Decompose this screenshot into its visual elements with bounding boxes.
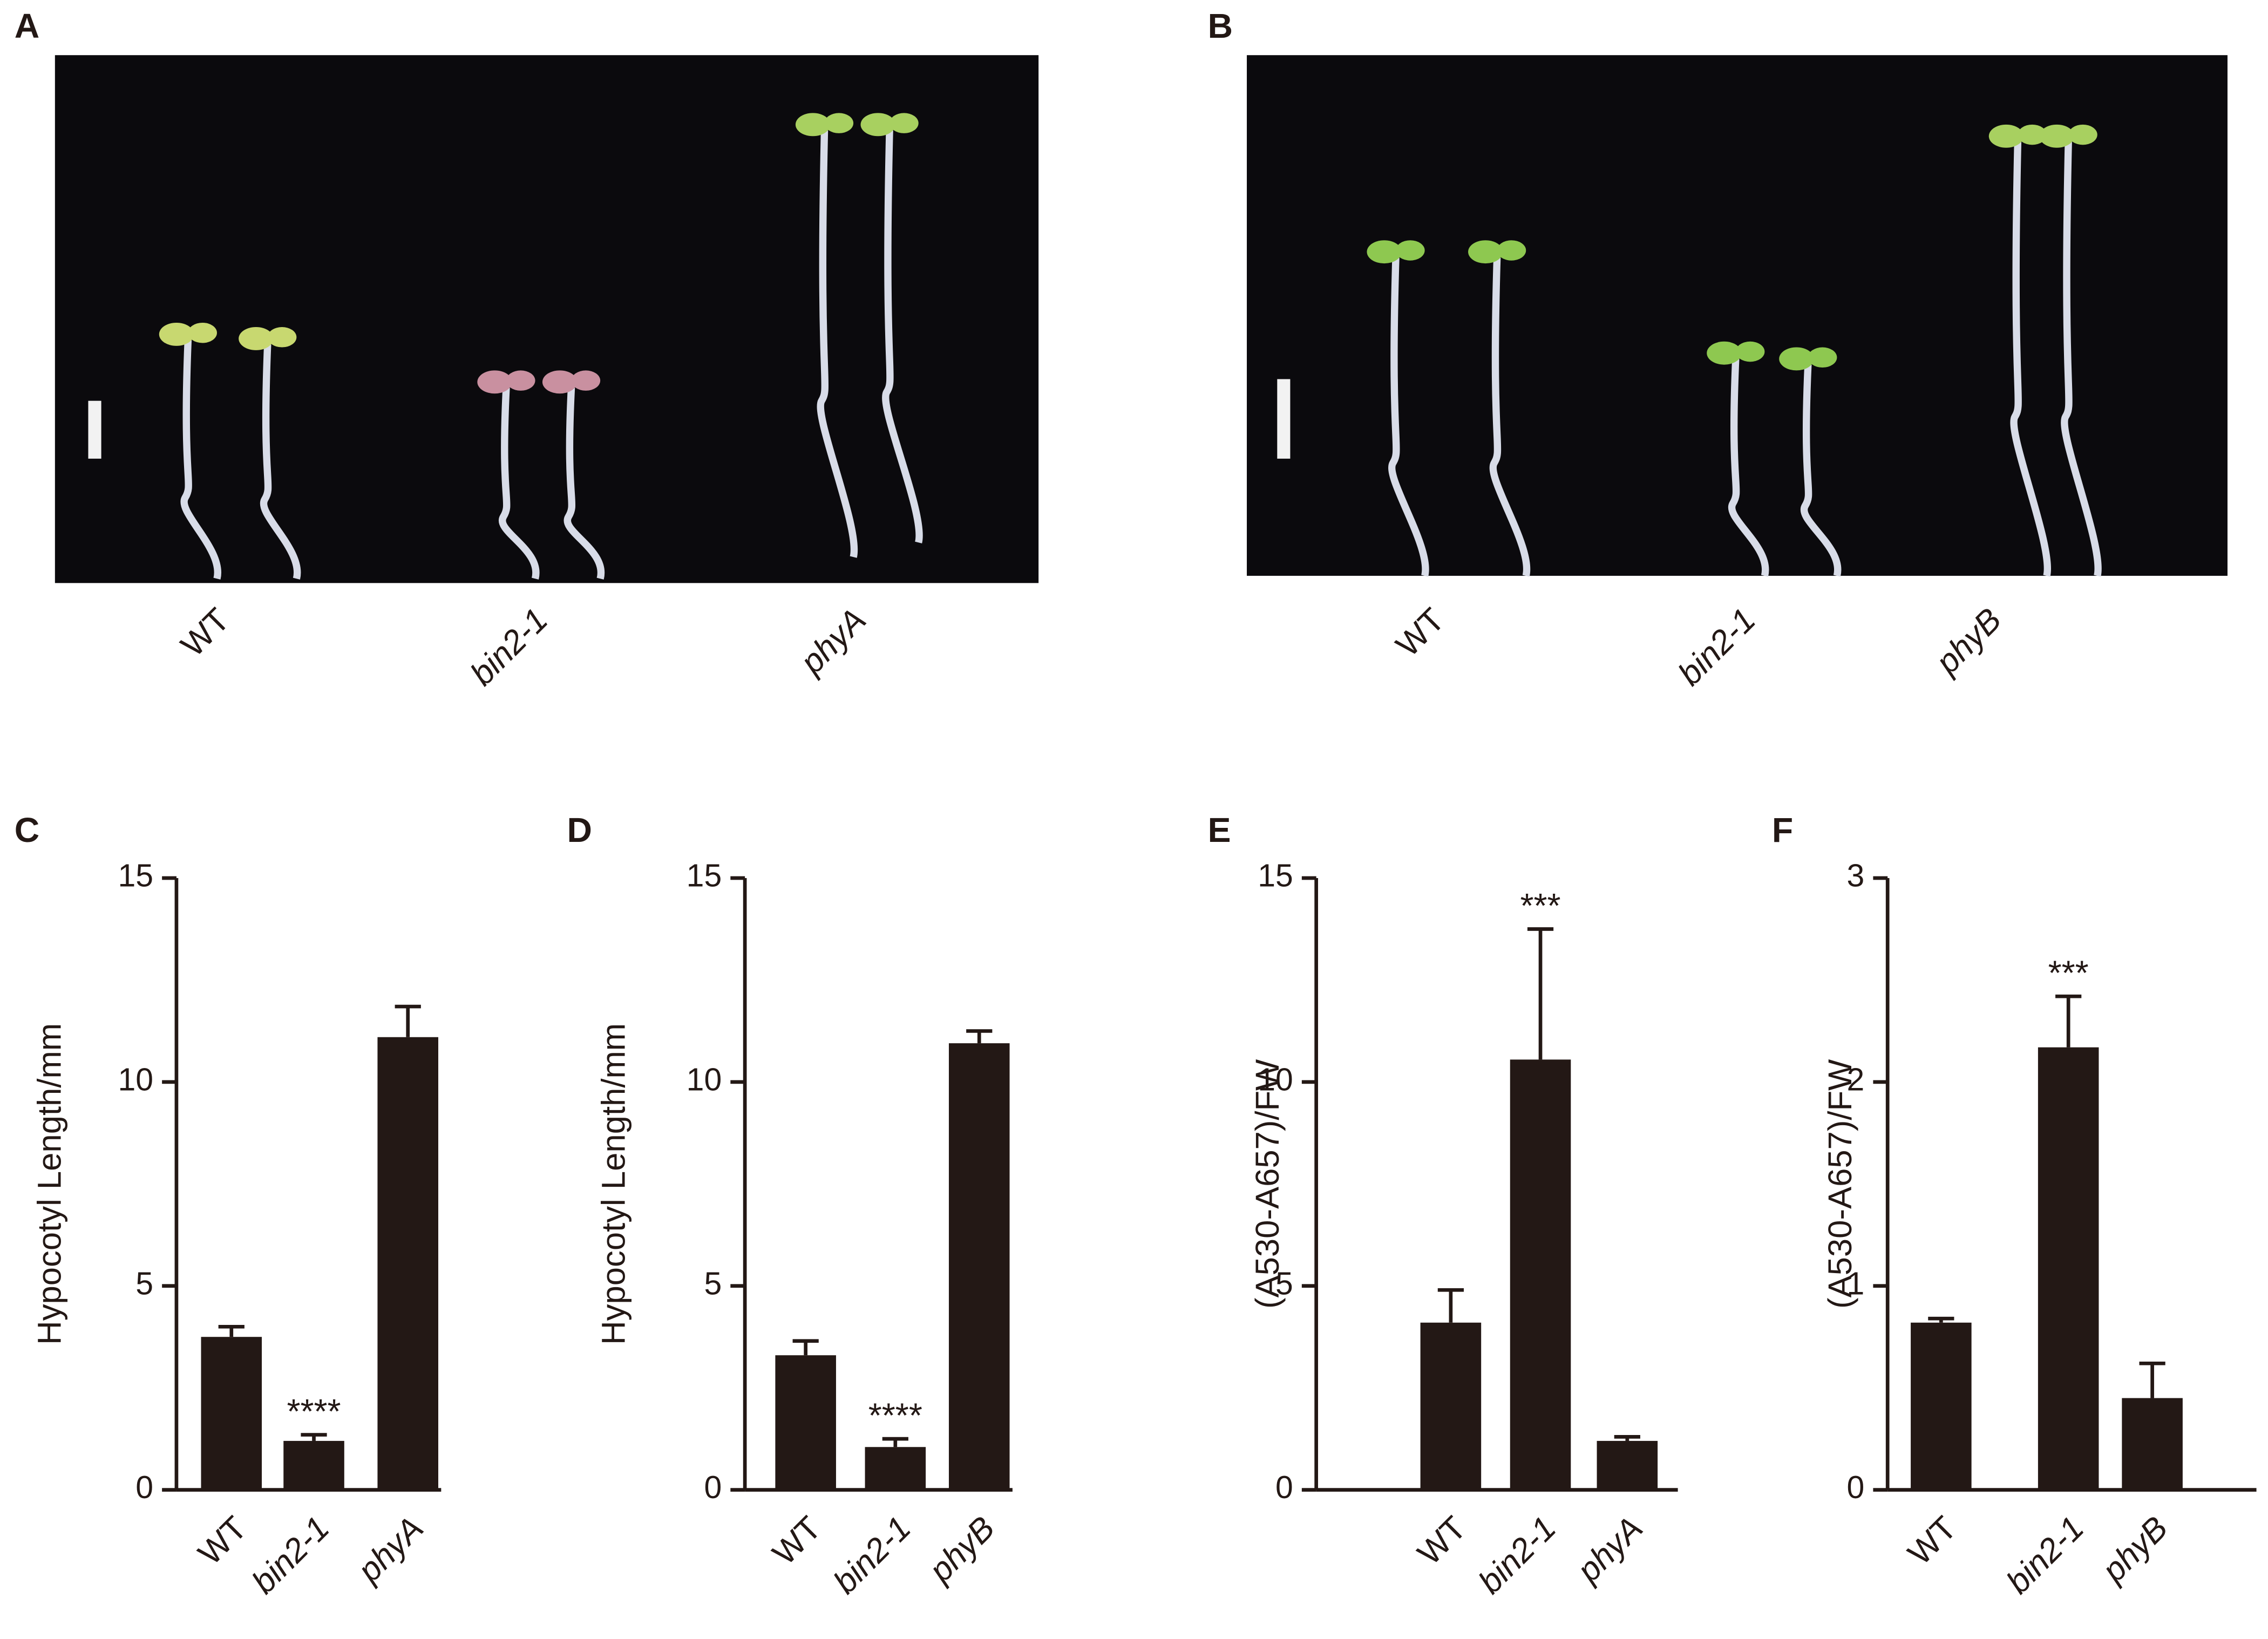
significance: *** <box>2048 954 2089 992</box>
seedling-stem <box>499 387 540 580</box>
seedling-leaf <box>239 327 274 350</box>
bar <box>1510 1059 1571 1490</box>
seedling-leaf <box>188 322 217 343</box>
y-tick-label: 10 <box>118 1062 154 1097</box>
y-axis-label: (A530-A657)/FW <box>1822 1059 1859 1309</box>
y-tick-label: 10 <box>687 1062 722 1097</box>
bar <box>775 1355 836 1490</box>
seedling-leaf <box>1735 341 1765 362</box>
seedling-leaf <box>1779 347 1814 371</box>
seedling-stem <box>260 344 301 580</box>
seedling-leaf <box>2039 124 2074 148</box>
bar <box>948 1043 1010 1490</box>
seedling-stem <box>1388 257 1429 577</box>
seedling-leaf <box>1468 240 1503 264</box>
y-axis-label: (A530-A657)/FW <box>1249 1059 1286 1309</box>
seedling-stem <box>180 339 222 580</box>
y-tick-label: 5 <box>135 1266 153 1301</box>
scale-bar <box>88 400 101 459</box>
seedling-leaf <box>571 370 601 391</box>
y-tick-label: 2 <box>1847 1062 1865 1097</box>
bar <box>283 1440 344 1490</box>
seedling-stem <box>817 130 858 558</box>
seedling-leaf <box>159 322 194 346</box>
significance: **** <box>868 1396 922 1435</box>
seedling-leaf <box>824 113 854 133</box>
seedling-leaf <box>889 113 919 133</box>
significance: **** <box>287 1392 341 1431</box>
y-axis-label: Hypocotyl Length/mm <box>31 1023 69 1345</box>
seedlings <box>159 113 2102 580</box>
bar <box>1420 1322 1482 1490</box>
seedling-leaf <box>2018 124 2047 145</box>
scale-bar <box>1277 379 1291 459</box>
seedling-leaf <box>477 370 512 394</box>
seedling-leaf <box>1707 341 1742 365</box>
bar <box>377 1037 438 1490</box>
y-tick-label: 0 <box>1275 1470 1293 1505</box>
seedling-leaf <box>1988 124 2024 148</box>
seedling-leaf <box>1367 240 1402 264</box>
bar <box>1911 1322 1972 1490</box>
panel-letter: C <box>15 811 39 849</box>
panel-letter: D <box>567 811 592 849</box>
seedling-leaf <box>860 113 895 137</box>
y-tick-label: 3 <box>1847 859 1865 894</box>
seedling-stem <box>2061 141 2102 577</box>
seedling-stem <box>1728 358 1769 577</box>
y-tick-label: 15 <box>118 859 154 894</box>
panel-letter: A <box>15 6 39 45</box>
seedling-stem <box>2010 141 2052 577</box>
y-tick-label: 1 <box>1847 1266 1865 1301</box>
bar <box>2038 1047 2099 1490</box>
y-tick-label: 0 <box>704 1470 722 1505</box>
seedling-leaf <box>267 327 297 348</box>
y-tick-label: 10 <box>1258 1062 1293 1097</box>
panel-letter: F <box>1772 811 1793 849</box>
bar <box>865 1447 926 1490</box>
significance: *** <box>1520 886 1560 925</box>
y-tick-label: 15 <box>687 859 722 894</box>
bar <box>201 1337 262 1490</box>
seedling-leaf <box>1808 347 1837 368</box>
seedling-stem <box>882 130 923 543</box>
photo-a <box>55 55 1039 583</box>
bar <box>1597 1440 1658 1490</box>
seedling-leaf <box>1497 240 1526 261</box>
seedling-leaf <box>1396 240 1425 261</box>
y-tick-label: 0 <box>135 1470 153 1505</box>
y-tick-label: 0 <box>1847 1470 1865 1505</box>
seedling-leaf <box>2068 124 2097 145</box>
seedling-stem <box>1489 257 1531 577</box>
seedling-leaf <box>542 370 578 394</box>
y-tick-label: 15 <box>1258 859 1293 894</box>
y-tick-label: 5 <box>704 1266 722 1301</box>
y-tick-label: 5 <box>1275 1266 1293 1301</box>
panel-letter: B <box>1208 6 1233 45</box>
panel-letter: E <box>1208 811 1231 849</box>
seedling-stem <box>1800 364 1842 577</box>
y-axis-label: Hypocotyl Length/mm <box>595 1023 633 1345</box>
seedling-stem <box>563 387 605 580</box>
bar <box>2122 1398 2183 1490</box>
seedling-leaf <box>795 113 831 137</box>
seedling-leaf <box>506 370 535 391</box>
